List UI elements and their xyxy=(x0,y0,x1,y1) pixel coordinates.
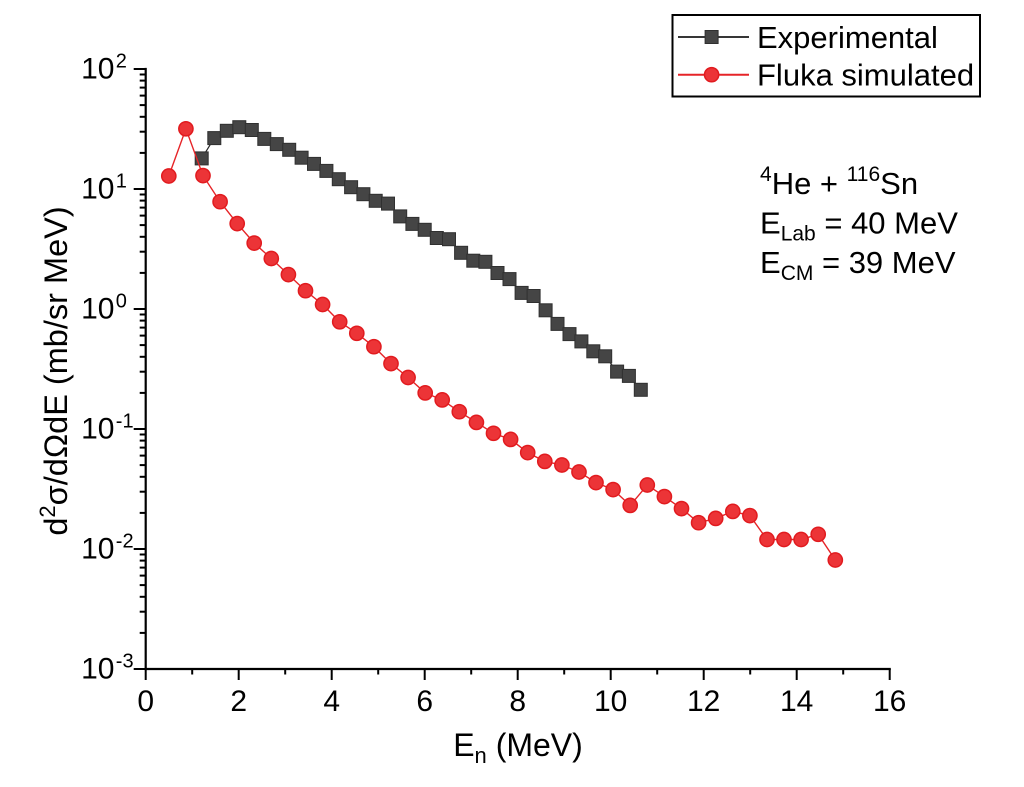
svg-text:14: 14 xyxy=(780,685,813,718)
svg-text:-1: -1 xyxy=(116,411,134,433)
svg-text:10: 10 xyxy=(81,53,114,86)
svg-text:2: 2 xyxy=(116,51,127,73)
svg-text:8: 8 xyxy=(509,685,526,718)
svg-text:10: 10 xyxy=(594,685,627,718)
svg-text:4: 4 xyxy=(323,685,340,718)
svg-text:Experimental: Experimental xyxy=(757,20,938,55)
svg-text:0: 0 xyxy=(116,291,127,313)
svg-text:12: 12 xyxy=(687,685,720,718)
svg-text:10: 10 xyxy=(81,653,114,686)
svg-text:10: 10 xyxy=(81,533,114,566)
svg-text:10: 10 xyxy=(81,173,114,206)
svg-text:10: 10 xyxy=(81,413,114,446)
svg-text:6: 6 xyxy=(416,685,433,718)
svg-text:1: 1 xyxy=(116,171,127,193)
svg-text:d2σ/dΩdE (mb/sr MeV): d2σ/dΩdE (mb/sr MeV) xyxy=(35,206,74,535)
svg-text:2: 2 xyxy=(230,685,247,718)
svg-text:10: 10 xyxy=(81,293,114,326)
svg-text:-2: -2 xyxy=(116,531,134,553)
svg-text:En (MeV): En (MeV) xyxy=(453,727,583,768)
svg-text:0: 0 xyxy=(137,685,154,718)
svg-text:4He + 116Sn: 4He + 116Sn xyxy=(760,163,918,201)
svg-text:-3: -3 xyxy=(116,651,134,673)
svg-text:16: 16 xyxy=(873,685,906,718)
svg-text:Fluka simulated: Fluka simulated xyxy=(757,58,974,93)
